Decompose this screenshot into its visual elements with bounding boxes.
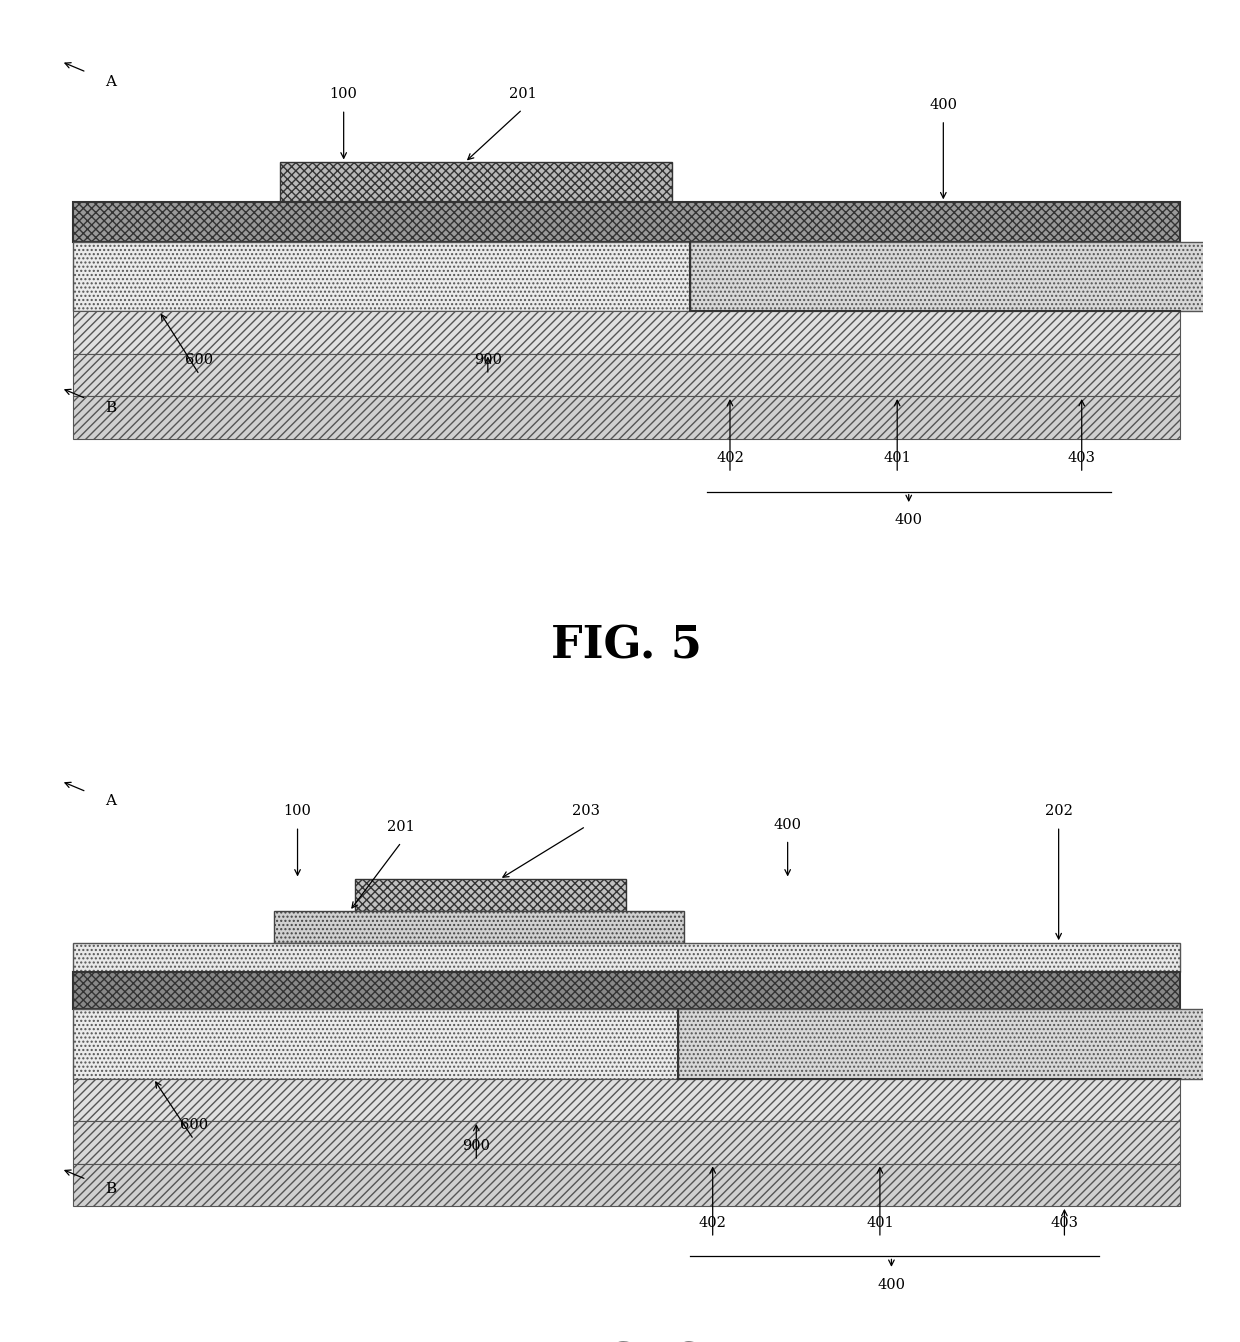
Text: A: A <box>105 794 117 808</box>
Bar <box>73 311 1179 353</box>
Text: 400: 400 <box>878 1278 905 1292</box>
Text: 600: 600 <box>180 1118 208 1131</box>
Text: 402: 402 <box>715 451 744 466</box>
Text: 201: 201 <box>387 820 415 835</box>
Text: 403: 403 <box>1068 451 1096 466</box>
Bar <box>73 396 1179 439</box>
Text: 203: 203 <box>572 804 600 819</box>
Text: 100: 100 <box>330 87 357 102</box>
Text: 403: 403 <box>1050 1216 1079 1229</box>
Bar <box>73 242 689 311</box>
Text: B: B <box>105 1182 117 1196</box>
Text: 400: 400 <box>895 513 923 527</box>
Text: 401: 401 <box>883 451 911 466</box>
Text: 900: 900 <box>463 1139 490 1153</box>
Bar <box>73 973 1179 1009</box>
Text: 402: 402 <box>699 1216 727 1229</box>
Bar <box>689 242 1226 311</box>
Text: 201: 201 <box>508 87 536 102</box>
Text: A: A <box>105 75 117 89</box>
Bar <box>274 911 684 943</box>
Bar <box>73 1079 1179 1121</box>
Bar <box>73 353 1179 396</box>
Bar <box>73 1164 1179 1206</box>
Text: 900: 900 <box>474 353 502 366</box>
Text: 400: 400 <box>929 98 957 111</box>
Bar <box>355 879 626 911</box>
Bar <box>73 203 1179 242</box>
Text: 202: 202 <box>1045 804 1073 819</box>
Text: 100: 100 <box>284 804 311 819</box>
Text: B: B <box>105 401 117 416</box>
Bar <box>678 1009 1226 1079</box>
Text: FIG. 5: FIG. 5 <box>551 624 702 667</box>
Bar <box>280 162 672 203</box>
Text: 401: 401 <box>866 1216 894 1229</box>
Bar <box>73 1009 678 1079</box>
Text: 400: 400 <box>774 817 801 832</box>
Bar <box>73 943 1179 973</box>
Text: 600: 600 <box>186 353 213 366</box>
Bar <box>73 1121 1179 1164</box>
